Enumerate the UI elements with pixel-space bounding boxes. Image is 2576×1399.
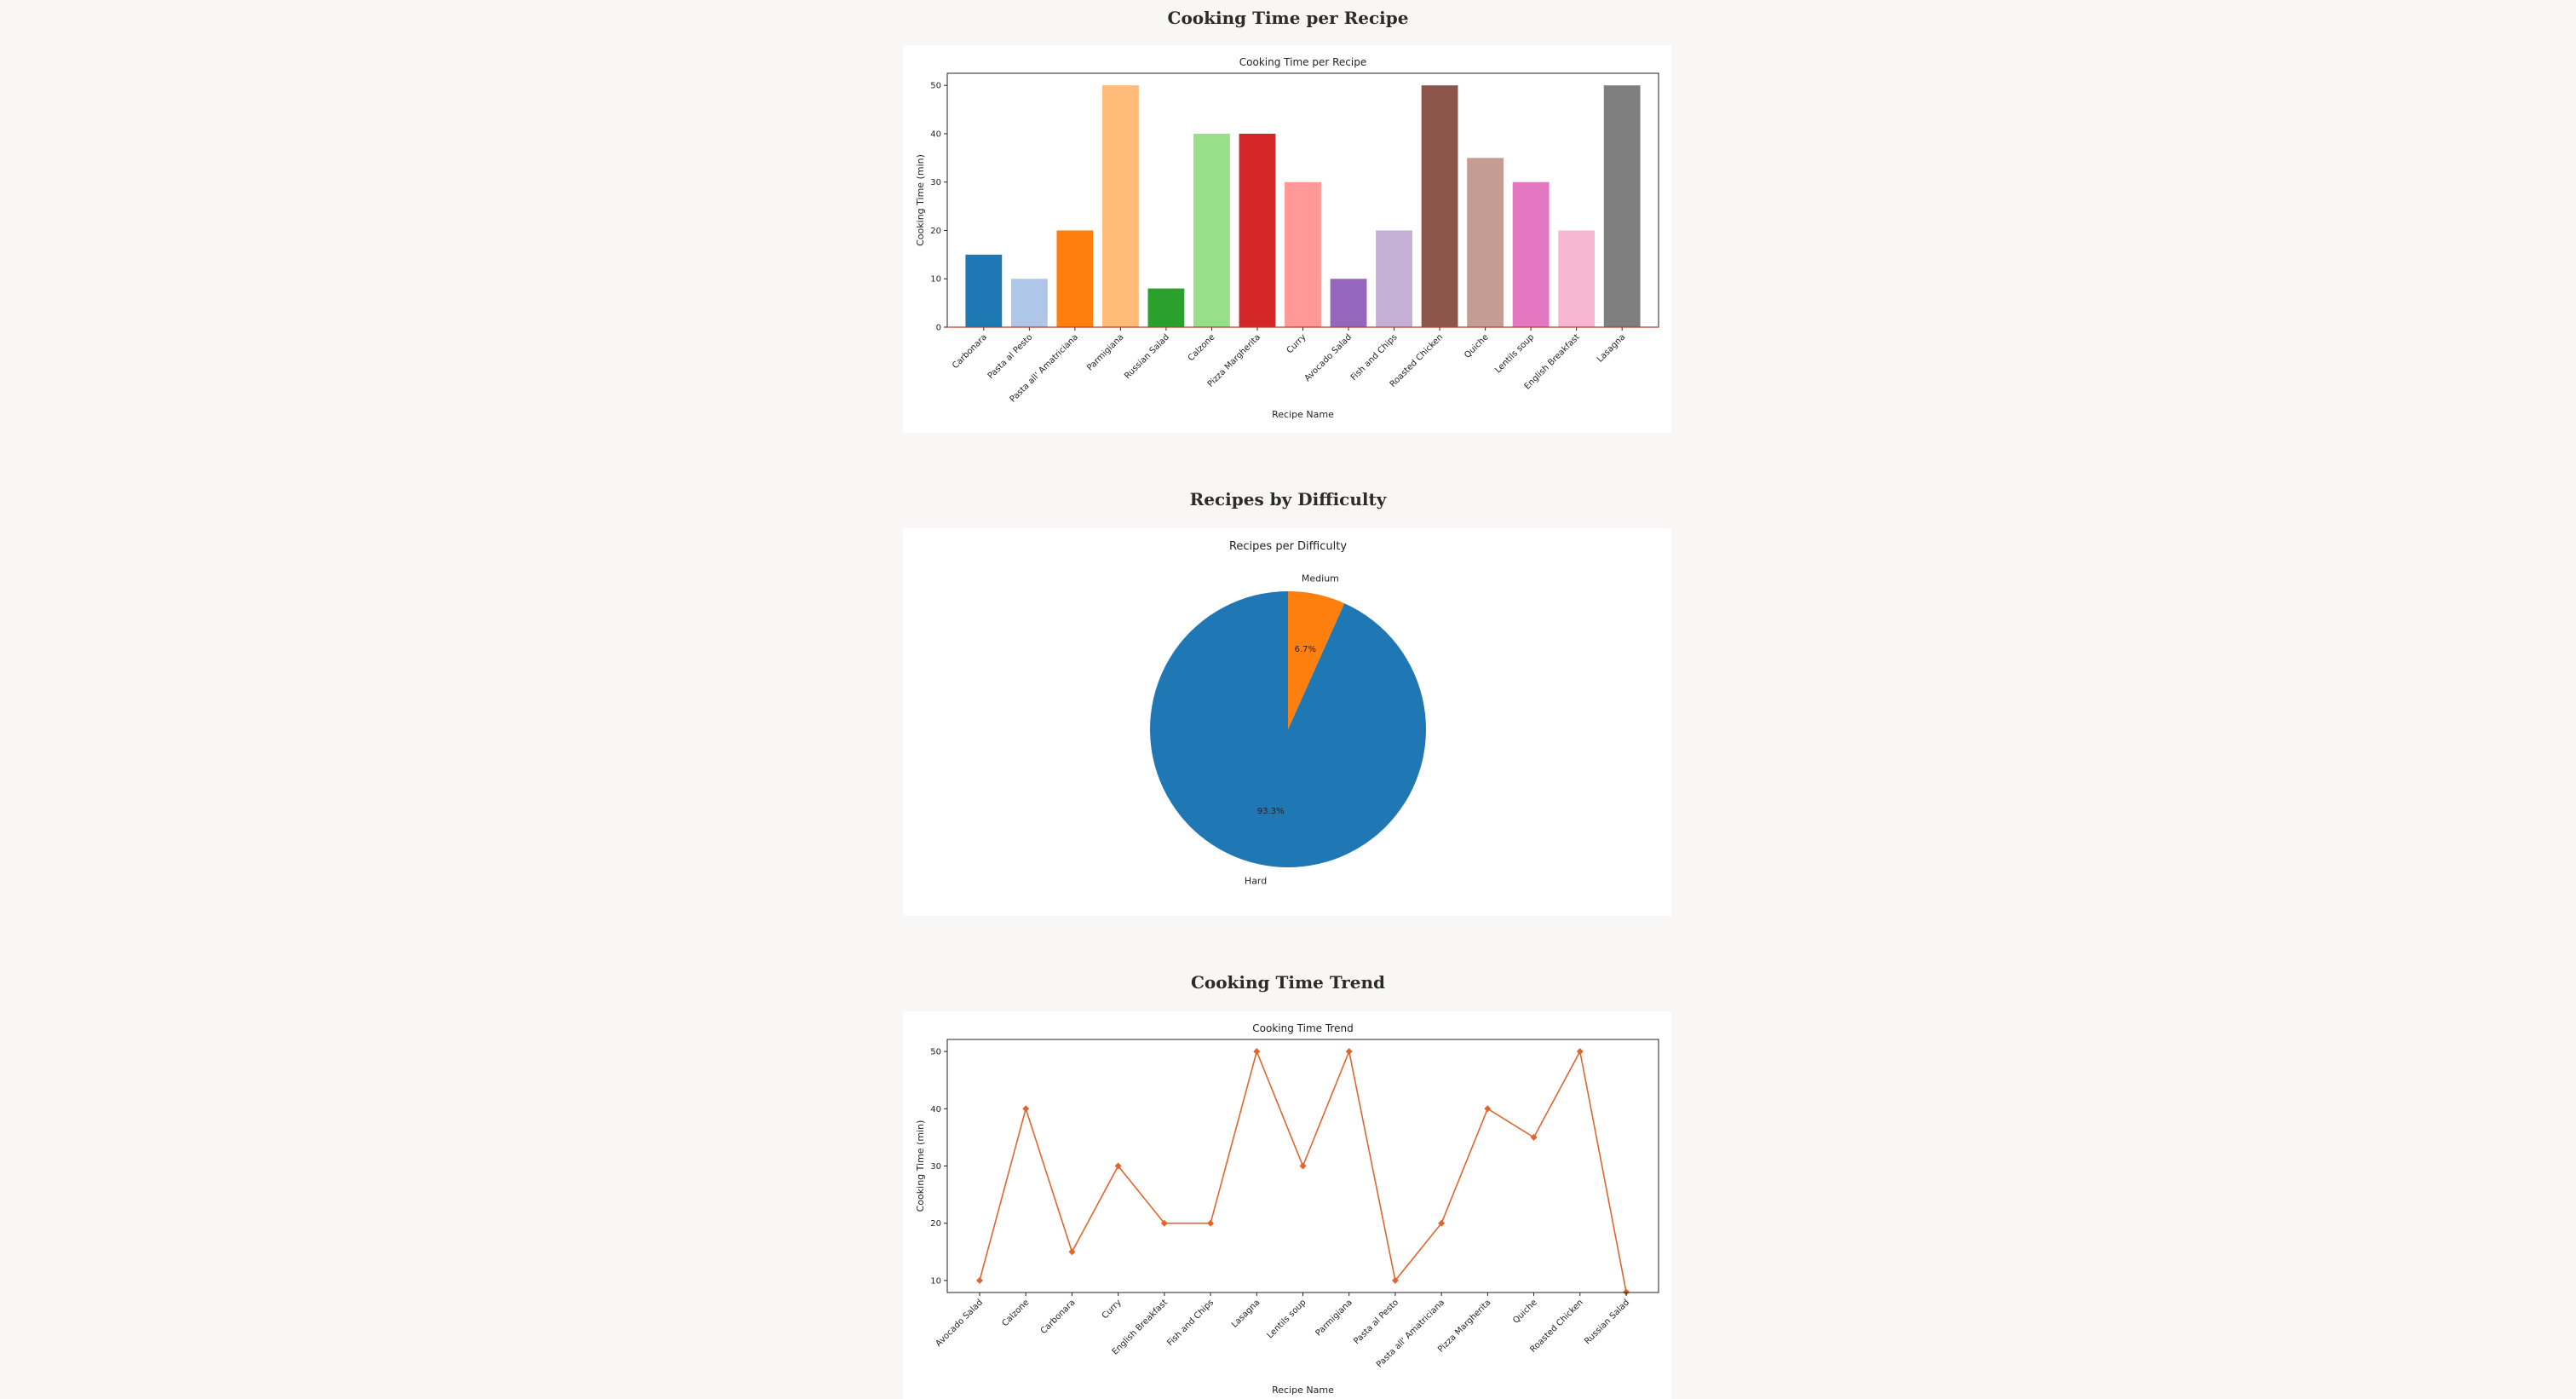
pie-slice-label: Medium: [1302, 573, 1339, 584]
data-point-carbonara: [1068, 1248, 1076, 1256]
x-tick-label: Pasta al Pesto: [986, 332, 1035, 381]
y-axis-label: Cooking Time (min): [915, 1120, 926, 1212]
y-tick-label: 50: [930, 82, 941, 91]
x-tick-label: Avocado Salad: [1303, 332, 1354, 383]
y-tick-label: 50: [930, 1048, 941, 1057]
pie-section-title: Recipes by Difficulty: [1189, 489, 1387, 510]
data-point-quiche: [1530, 1133, 1538, 1141]
data-point-pizza-margherita: [1484, 1105, 1492, 1113]
x-tick-label: Fish and Chips: [1349, 332, 1400, 383]
plot-frame: [946, 1039, 1659, 1293]
y-tick-label: 20: [930, 227, 941, 236]
line-section-title: Cooking Time Trend: [1190, 972, 1386, 993]
x-tick-label: Avocado Salad: [934, 1298, 986, 1349]
pie-slice-medium: [1288, 591, 1345, 729]
y-tick-label: 0: [936, 324, 941, 333]
chart-title: Cooking Time per Recipe: [1239, 56, 1366, 68]
bar-pasta-al-pesto: [1010, 279, 1048, 327]
data-point-fish-and-chips: [1207, 1219, 1215, 1227]
data-point-english-breakfast: [1160, 1219, 1168, 1227]
bar-lasagna: [1603, 85, 1641, 327]
x-tick-label: Carbonara: [951, 332, 989, 371]
bar-calzone: [1193, 133, 1230, 327]
data-point-russian-salad: [1623, 1288, 1630, 1296]
data-point-curry: [1114, 1162, 1122, 1170]
bar-lentils-soup: [1512, 181, 1550, 327]
bar-english-breakfast: [1558, 230, 1596, 327]
line-chart-panel: Cooking Time Trend Avocado Salad Calzone Ca…: [903, 1011, 1671, 1399]
trend-line: [979, 1049, 1627, 1292]
line-chart: Cooking Time Trend Avocado Salad Calzone Ca…: [915, 1022, 1659, 1396]
pie-pct-label: 93.3%: [1257, 807, 1285, 816]
x-tick-label: Calzone: [1187, 332, 1217, 363]
data-point-pasta-all-amatriciana: [1438, 1219, 1446, 1227]
bar-quiche: [1467, 158, 1504, 327]
bar-parmigiana: [1101, 85, 1139, 327]
bar-russian-salad: [1147, 288, 1185, 327]
bar-section-title: Cooking Time per Recipe: [1167, 8, 1409, 28]
data-point-pasta-al-pesto: [1391, 1276, 1399, 1284]
x-tick-label: Quiche: [1511, 1298, 1539, 1326]
x-tick-label: Lentils soup: [1493, 332, 1536, 375]
y-tick-label: 40: [930, 1105, 941, 1114]
bar-pasta-all-amatriciana: [1056, 230, 1094, 327]
x-tick-label: Fish and Chips: [1165, 1298, 1216, 1348]
y-tick-label: 40: [930, 130, 941, 139]
x-tick-label: Russian Salad: [1583, 1298, 1631, 1346]
bar-fish-and-chips: [1376, 230, 1412, 327]
data-point-avocado-salad: [976, 1276, 983, 1284]
chart-title: Recipes per Difficulty: [1229, 540, 1347, 553]
y-tick-label: 20: [930, 1219, 941, 1229]
x-axis-label: Recipe Name: [1272, 409, 1334, 420]
x-tick-label: Parmigiana: [1314, 1298, 1354, 1338]
bar-carbonara: [965, 254, 1003, 327]
x-tick-label: Curry: [1101, 1298, 1124, 1321]
bar-pizza-margherita: [1239, 133, 1276, 327]
bar-avocado-salad: [1330, 279, 1367, 327]
x-tick-label: Pasta al Pesto: [1352, 1298, 1400, 1346]
x-tick-label: Russian Salad: [1123, 332, 1171, 381]
pie-chart-panel: Recipes per Difficulty 93.3% Hard 6.7% Mediu…: [903, 528, 1671, 916]
y-tick-label: 10: [930, 275, 941, 285]
x-tick-label: Lasagna: [1596, 332, 1627, 364]
y-tick-label: 30: [930, 178, 941, 187]
x-tick-label: Lasagna: [1230, 1298, 1262, 1329]
data-point-calzone: [1022, 1105, 1030, 1113]
x-tick-label: Lentils soup: [1266, 1298, 1308, 1340]
x-tick-label: Curry: [1285, 332, 1308, 355]
y-axis-label: Cooking Time (min): [915, 154, 926, 246]
data-point-lentils-soup: [1299, 1162, 1307, 1170]
chart-title: Cooking Time Trend: [1252, 1022, 1353, 1034]
y-tick-label: 10: [930, 1276, 941, 1286]
bar-curry: [1285, 181, 1321, 327]
bar-roasted-chicken: [1421, 85, 1458, 327]
data-point-roasted-chicken: [1576, 1048, 1584, 1056]
data-point-parmigiana: [1345, 1048, 1353, 1056]
x-tick-label: Carbonara: [1039, 1298, 1078, 1336]
x-axis-label: Recipe Name: [1272, 1385, 1334, 1396]
data-point-lasagna: [1253, 1048, 1261, 1056]
x-tick-label: Parmigiana: [1085, 332, 1125, 372]
bar-chart-panel: Cooking Time per Recipe Carbonara Pasta al…: [903, 45, 1671, 433]
pie-chart: Recipes per Difficulty 93.3% Hard 6.7% Mediu…: [1150, 540, 1426, 886]
x-tick-label: Quiche: [1463, 332, 1491, 360]
pie-slice-label: Hard: [1245, 875, 1267, 886]
y-tick-label: 30: [930, 1162, 941, 1172]
x-tick-label: Calzone: [1000, 1298, 1031, 1328]
pie-pct-label: 6.7%: [1295, 645, 1316, 654]
